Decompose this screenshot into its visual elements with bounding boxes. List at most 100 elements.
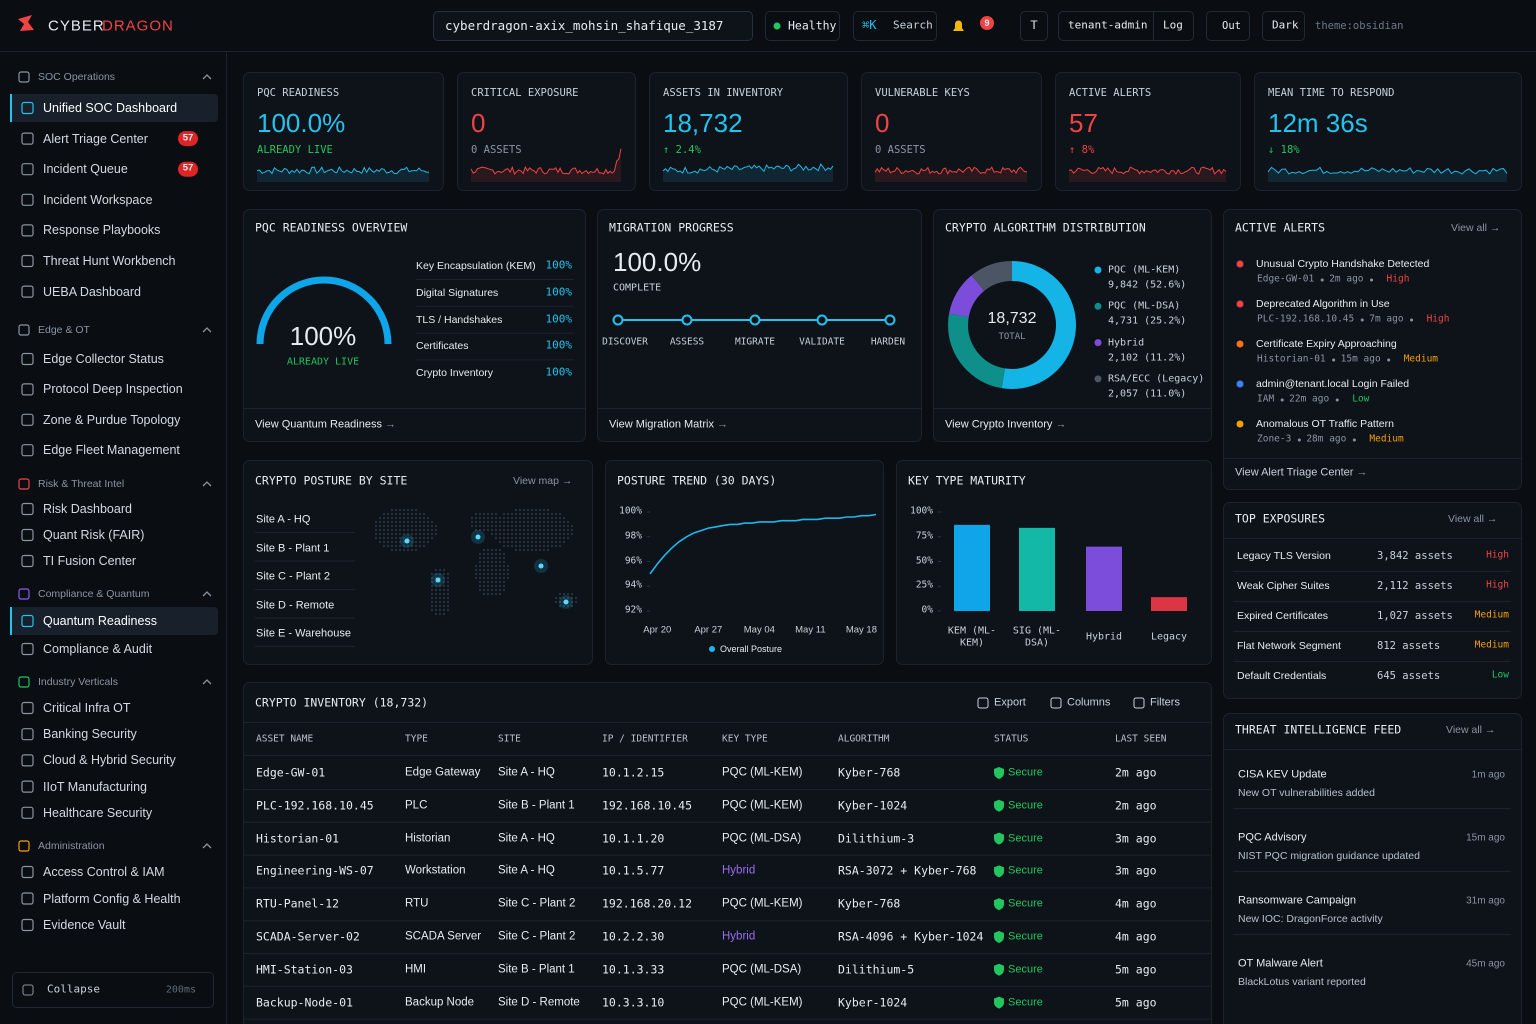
map-dot [558, 528, 562, 532]
nav-item[interactable]: Unified SOC Dashboard [43, 100, 178, 115]
site-name[interactable]: Site C - Plant 2 [256, 570, 330, 583]
feed-title[interactable]: PQC Advisory [1238, 831, 1307, 844]
collapse[interactable] [12, 972, 214, 1008]
map-dot [526, 524, 530, 528]
view-all[interactable]: View all [1451, 222, 1500, 234]
theme-button[interactable] [1262, 11, 1305, 41]
out-button[interactable] [1206, 11, 1250, 41]
nav-item[interactable]: Threat Hunt Workbench [43, 253, 176, 268]
feed-title[interactable]: Ransomware Campaign [1238, 894, 1356, 907]
nav-item[interactable]: IIoT Manufacturing [43, 779, 147, 794]
map-dot [506, 564, 510, 568]
nav-item[interactable]: Protocol Deep Inspection [43, 382, 183, 397]
view-map[interactable]: View map [513, 475, 572, 487]
site-name[interactable]: Site B - Plant 1 [256, 542, 330, 555]
nav-item[interactable]: Response Playbooks [43, 223, 161, 238]
map-dot [550, 536, 554, 540]
table-cell: Edge-GW-01 [256, 765, 326, 780]
site-name[interactable]: Site A - HQ [256, 513, 311, 526]
map-dot [542, 540, 546, 544]
exposure-count: 645 assets [1377, 669, 1441, 682]
map-dot [386, 512, 390, 516]
panel-link[interactable]: View Crypto Inventory [945, 419, 1066, 432]
panel-title: POSTURE TREND (30 DAYS) [617, 473, 777, 488]
table-cell: RSA-4096 + Kyber-1024 [838, 929, 984, 944]
alert-source: Historian-01 [1257, 353, 1326, 365]
map-point [538, 563, 544, 569]
map-dot [486, 560, 490, 564]
nav-item[interactable]: Alert Triage Center [43, 131, 148, 146]
nav-item[interactable]: Zone & Purdue Topology [43, 412, 181, 427]
map-dot [506, 536, 510, 540]
site-name[interactable]: Site D - Remote [256, 599, 335, 612]
nav-item[interactable]: Critical Infra OT [43, 700, 131, 715]
nav-item[interactable]: Access Control & IAM [43, 864, 165, 879]
log-button[interactable]: Log [1163, 18, 1183, 32]
alert-title[interactable]: Deprecated Algorithm in Use [1256, 297, 1390, 310]
panel-link[interactable]: View Migration Matrix [609, 419, 728, 432]
nav-item[interactable]: Compliance & Audit [43, 641, 153, 656]
readiness-value: 100% [545, 285, 573, 299]
nav-item[interactable]: Cloud & Hybrid Security [43, 753, 176, 768]
nav-item[interactable]: Quant Risk (FAIR) [43, 527, 145, 542]
nav-item[interactable]: TI Fusion Center [43, 553, 137, 568]
nav-item[interactable]: Edge Collector Status [43, 351, 164, 366]
feed-title[interactable]: CISA KEV Update [1238, 768, 1327, 781]
panel-title: PQC READINESS OVERVIEW [255, 220, 408, 235]
action-button[interactable]: Export [994, 696, 1026, 709]
map-point [435, 577, 441, 583]
tenant-select[interactable] [433, 11, 753, 41]
map-dot [414, 520, 418, 524]
panel-link[interactable]: View Alert Triage Center [1235, 467, 1367, 480]
map-dot [430, 520, 434, 524]
map-dot [530, 520, 534, 524]
view-all[interactable]: View all [1446, 724, 1495, 736]
map-dot [374, 528, 378, 532]
meta-sep [1352, 438, 1356, 442]
x-tick-label: KEM (ML-KEM) [947, 625, 997, 649]
nav-item[interactable]: Incident Workspace [43, 192, 153, 207]
brand: CYBER [48, 17, 105, 35]
sparkline-area [257, 167, 429, 182]
nav-item[interactable]: Quantum Readiness [43, 613, 157, 628]
map-dot [554, 536, 558, 540]
map-dot [530, 544, 534, 548]
feed-title[interactable]: OT Malware Alert [1238, 957, 1323, 970]
alert-title[interactable]: admin@tenant.local Login Failed [1256, 377, 1410, 390]
alert-title[interactable]: Anomalous OT Traffic Pattern [1256, 417, 1394, 430]
alert-title[interactable]: Unusual Crypto Handshake Detected [1256, 257, 1430, 270]
nav-item[interactable]: UEBA Dashboard [43, 284, 141, 299]
map-dot [398, 508, 402, 512]
map-dot [430, 596, 434, 600]
action-button[interactable]: Filters [1150, 696, 1180, 709]
site-name[interactable]: Site E - Warehouse [256, 627, 351, 640]
nav-item[interactable]: Incident Queue [43, 162, 128, 176]
action-button[interactable]: Columns [1067, 696, 1111, 709]
map-dot [474, 528, 478, 532]
map-dot [482, 528, 486, 532]
map-dot [562, 592, 566, 596]
map-dot [406, 512, 410, 516]
search[interactable] [853, 11, 937, 41]
map-dot [514, 536, 518, 540]
legend-value: 2,102 (11.2%) [1108, 351, 1187, 363]
panel-link[interactable]: View Quantum Readiness [255, 419, 396, 432]
nav-item[interactable]: Banking Security [43, 727, 137, 741]
action-icon [977, 697, 989, 709]
nav-item[interactable]: Platform Config & Health [43, 891, 181, 906]
map-dot [390, 528, 394, 532]
map-dot [422, 512, 426, 516]
nav-item[interactable]: Evidence Vault [43, 917, 126, 932]
map-dot [442, 568, 446, 572]
nav-item[interactable]: Healthcare Security [43, 805, 153, 820]
map-dot [390, 524, 394, 528]
view-all[interactable]: View all [1448, 513, 1497, 525]
map-dot [546, 524, 550, 528]
map-dot [402, 536, 406, 540]
map-dot [566, 528, 570, 532]
alert-title[interactable]: Certificate Expiry Approaching [1256, 337, 1397, 350]
nav-item[interactable]: Edge Fleet Management [43, 443, 180, 457]
nav-item[interactable]: Risk Dashboard [43, 501, 132, 516]
avatar[interactable] [1020, 11, 1048, 41]
